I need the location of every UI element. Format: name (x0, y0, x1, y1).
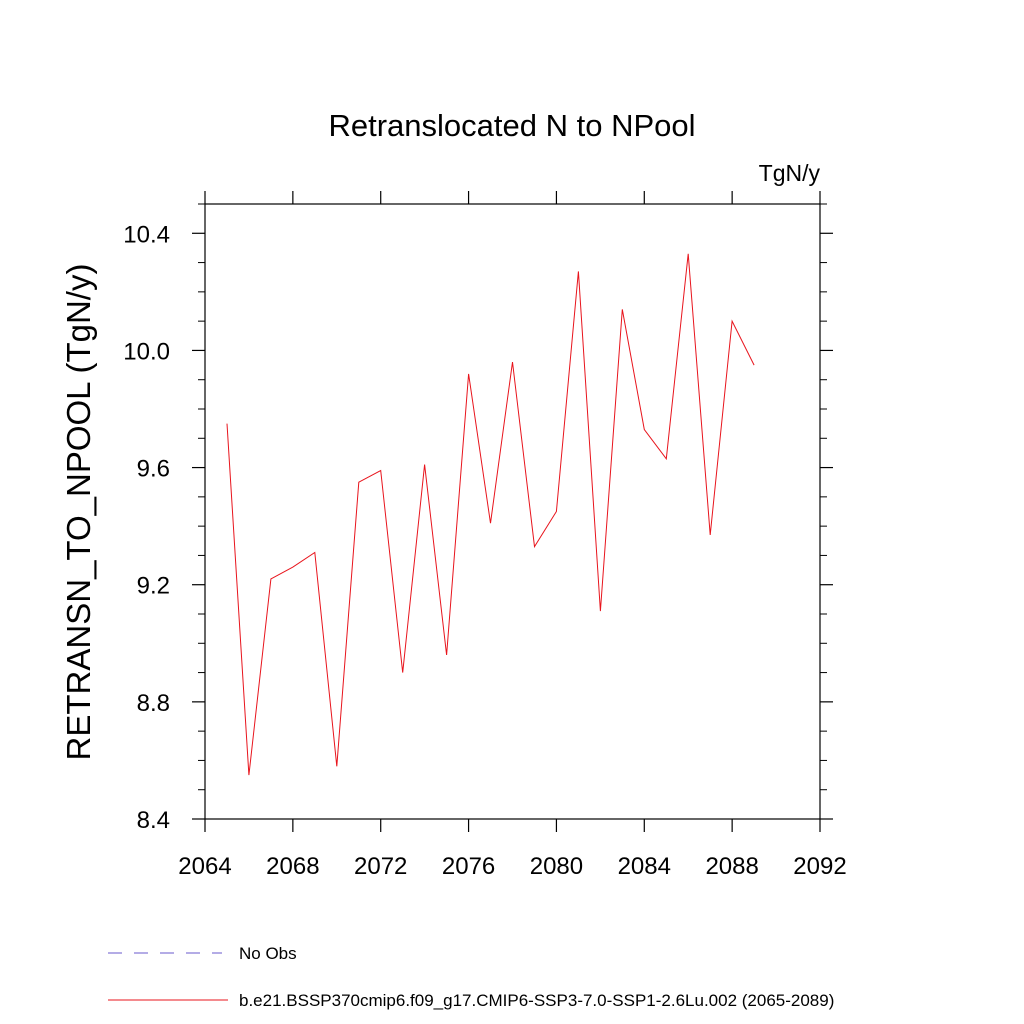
x-tick-label: 2068 (266, 853, 319, 880)
series-line (226, 253, 755, 776)
legend-label-no-obs: No Obs (239, 944, 297, 963)
y-axis-ticks: 8.4 8.8 9.2 9.6 10.0 10.4 (123, 203, 833, 834)
x-axis-ticks: 2064 2068 2072 2076 2080 2084 2088 2092 (178, 191, 847, 880)
y-tick-label: 8.4 (137, 807, 170, 834)
x-tick-label: 2072 (354, 853, 407, 880)
x-tick-label: 2064 (178, 853, 231, 880)
y-tick-label: 9.6 (137, 456, 170, 483)
x-tick-label: 2084 (618, 853, 671, 880)
x-tick-label: 2080 (530, 853, 583, 880)
y-tick-label: 8.8 (137, 690, 170, 717)
legend-label-model: b.e21.BSSP370cmip6.f09_g17.CMIP6-SSP3-7.… (239, 991, 834, 1010)
y-tick-label: 10.4 (123, 221, 170, 248)
x-tick-label: 2088 (705, 853, 758, 880)
y-axis-label: RETRANSN_TO_NPOOL (TgN/y) (60, 264, 97, 761)
y-tick-label: 9.2 (137, 573, 170, 600)
x-tick-label: 2076 (442, 853, 495, 880)
y-tick-label: 10.0 (123, 338, 170, 365)
units-label: TgN/y (759, 160, 821, 186)
plot-frame (204, 203, 821, 820)
x-tick-label: 2092 (793, 853, 846, 880)
series-layer (226, 253, 755, 776)
legend: No Obs b.e21.BSSP370cmip6.f09_g17.CMIP6-… (108, 944, 834, 1010)
chart-title: Retranslocated N to NPool (328, 108, 695, 143)
